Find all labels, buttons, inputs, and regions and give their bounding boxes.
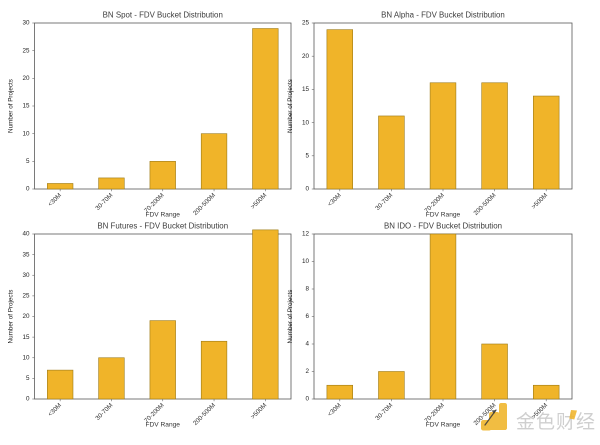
svg-text:10: 10 [302,119,310,126]
svg-text:4: 4 [305,341,309,348]
svg-text:5: 5 [26,375,30,382]
svg-text:15: 15 [22,103,30,110]
svg-text:BN IDO - FDV Bucket Distributi: BN IDO - FDV Bucket Distribution [384,222,502,231]
svg-text:6: 6 [305,313,309,320]
svg-text:10: 10 [22,130,30,137]
svg-text:FDV Range: FDV Range [146,422,181,429]
svg-text:金色财经: 金色财经 [516,411,596,433]
svg-text:30: 30 [22,272,30,279]
svg-text:20: 20 [22,313,30,320]
svg-text:8: 8 [305,286,309,293]
svg-text:15: 15 [22,334,30,341]
svg-text:2: 2 [305,368,309,375]
svg-text:Number of Projects: Number of Projects [287,79,294,133]
svg-text:12: 12 [302,231,310,238]
svg-text:20: 20 [302,53,310,60]
svg-text:BN Alpha - FDV Bucket Distribu: BN Alpha - FDV Bucket Distribution [381,11,505,20]
svg-text:20: 20 [22,75,30,82]
svg-text:FDV Range: FDV Range [146,212,181,219]
svg-text:Number of Projects: Number of Projects [8,290,15,344]
svg-text:25: 25 [22,293,30,300]
svg-text:10: 10 [302,258,310,265]
svg-text:30: 30 [22,20,30,27]
svg-text:0: 0 [26,186,30,193]
svg-text:BN Futures - FDV Bucket Distri: BN Futures - FDV Bucket Distribution [97,222,228,231]
svg-text:FDV Range: FDV Range [426,212,461,219]
svg-text:BN Spot - FDV Bucket Distribut: BN Spot - FDV Bucket Distribution [103,11,223,20]
svg-text:0: 0 [26,396,30,403]
svg-text:5: 5 [305,152,309,159]
svg-text:25: 25 [22,47,30,54]
svg-text:40: 40 [22,231,30,238]
svg-text:FDV Range: FDV Range [426,422,461,429]
svg-text:35: 35 [22,251,30,258]
svg-text:5: 5 [26,158,30,165]
svg-text:25: 25 [302,20,310,27]
svg-text:Number of Projects: Number of Projects [8,79,15,133]
svg-text:15: 15 [302,86,310,93]
svg-text:Number of Projects: Number of Projects [287,290,294,344]
svg-text:0: 0 [305,186,309,193]
svg-text:10: 10 [22,354,30,361]
svg-text:0: 0 [305,396,309,403]
